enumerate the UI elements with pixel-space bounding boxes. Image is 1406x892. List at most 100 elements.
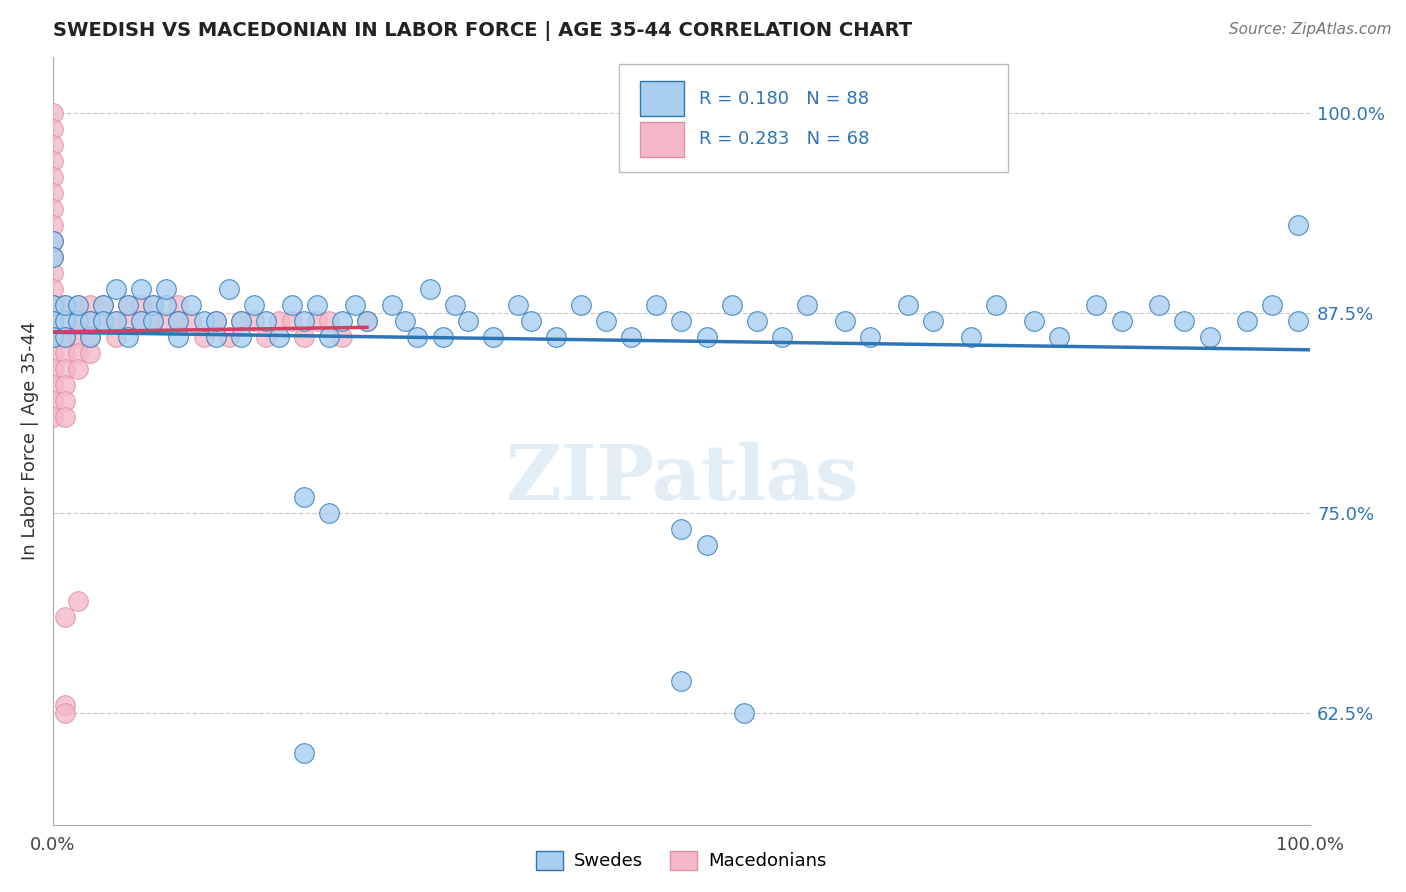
Point (280, 314, 302, 328)
Point (53, 314, 76, 328)
Point (41, 121, 63, 136)
Point (645, 298, 668, 312)
Point (129, 298, 152, 312)
Point (142, 298, 165, 312)
Point (129, 282, 152, 296)
Point (41, 298, 63, 312)
Point (356, 314, 378, 328)
Point (394, 314, 416, 328)
Point (1286, 314, 1309, 328)
Point (267, 330, 290, 344)
Point (432, 330, 454, 344)
Text: SWEDISH VS MACEDONIAN IN LABOR FORCE | AGE 35-44 CORRELATION CHART: SWEDISH VS MACEDONIAN IN LABOR FORCE | A… (52, 21, 912, 41)
Point (671, 314, 693, 328)
Point (256, 314, 278, 328)
Text: ZIPatlas: ZIPatlas (505, 442, 858, 516)
FancyBboxPatch shape (619, 64, 1008, 172)
Point (117, 330, 139, 344)
Point (155, 282, 177, 296)
Point (142, 298, 165, 312)
Point (41, 282, 63, 296)
Point (696, 538, 718, 552)
Point (984, 298, 1007, 312)
Point (256, 330, 278, 344)
Point (745, 314, 768, 328)
Point (167, 314, 190, 328)
Point (66, 362, 89, 376)
Point (104, 330, 127, 344)
Point (1286, 218, 1309, 232)
Point (167, 330, 190, 344)
Point (41, 234, 63, 248)
Point (167, 314, 190, 328)
Point (53, 698, 76, 713)
Point (104, 314, 127, 328)
Point (834, 314, 856, 328)
Point (205, 330, 228, 344)
Point (41, 346, 63, 360)
Text: R = 0.180   N = 88: R = 0.180 N = 88 (699, 89, 869, 108)
Point (41, 362, 63, 376)
Point (180, 314, 202, 328)
Point (53, 393, 76, 408)
Y-axis label: In Labor Force | Age 35-44: In Labor Force | Age 35-44 (21, 322, 39, 560)
Point (41, 186, 63, 200)
Point (419, 282, 441, 296)
Point (205, 314, 228, 328)
Point (243, 298, 266, 312)
Point (292, 746, 315, 760)
Point (922, 314, 945, 328)
Point (305, 298, 328, 312)
Point (1173, 314, 1195, 328)
Point (1022, 314, 1045, 328)
Point (205, 314, 228, 328)
Point (41, 169, 63, 184)
Point (142, 314, 165, 328)
Point (129, 314, 152, 328)
Point (318, 330, 340, 344)
Text: Source: ZipAtlas.com: Source: ZipAtlas.com (1229, 22, 1392, 37)
Point (595, 314, 617, 328)
Point (218, 330, 240, 344)
Point (1198, 330, 1220, 344)
Point (53, 298, 76, 312)
Point (1236, 314, 1258, 328)
Point (155, 298, 177, 312)
Point (91, 314, 114, 328)
Point (117, 298, 139, 312)
Point (91, 298, 114, 312)
Point (53, 346, 76, 360)
Point (104, 282, 127, 296)
Point (66, 298, 89, 312)
Point (381, 298, 404, 312)
Point (41, 105, 63, 120)
Point (79, 346, 101, 360)
Point (41, 298, 63, 312)
Point (696, 330, 718, 344)
Point (66, 346, 89, 360)
Point (41, 378, 63, 392)
Point (167, 298, 190, 312)
Point (569, 298, 592, 312)
Point (142, 314, 165, 328)
Point (41, 153, 63, 168)
Point (796, 298, 818, 312)
Point (41, 202, 63, 216)
Point (457, 314, 479, 328)
Point (53, 330, 76, 344)
Point (318, 314, 340, 328)
Point (91, 298, 114, 312)
Point (193, 314, 215, 328)
Point (733, 706, 755, 721)
Point (53, 706, 76, 721)
Point (66, 314, 89, 328)
Point (482, 330, 505, 344)
Text: R = 0.283   N = 68: R = 0.283 N = 68 (699, 130, 869, 148)
Point (406, 330, 429, 344)
Point (91, 314, 114, 328)
Point (620, 330, 643, 344)
Point (897, 298, 920, 312)
Point (231, 330, 253, 344)
Point (53, 610, 76, 624)
Point (66, 314, 89, 328)
